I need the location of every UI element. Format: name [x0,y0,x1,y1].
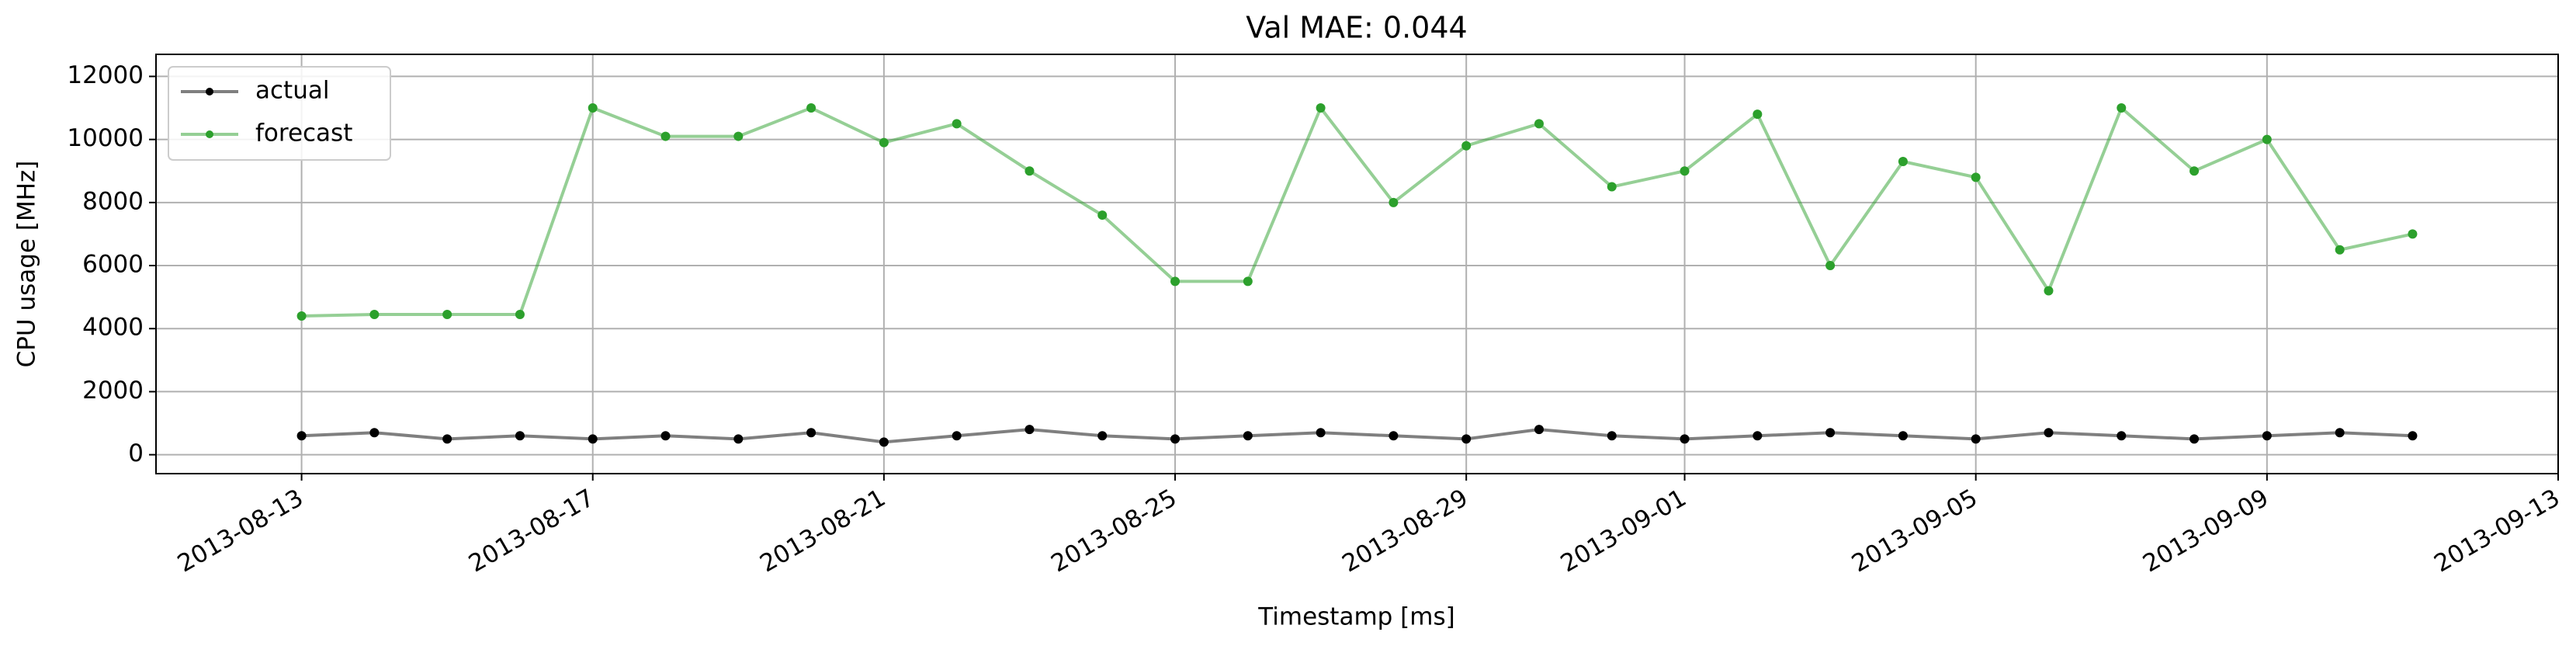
legend: actual forecast [168,66,391,161]
series-point [296,431,307,441]
series-point [2117,103,2127,113]
series-point [2408,229,2418,239]
series-point [1461,434,1472,444]
legend-label: actual [255,77,329,105]
series-point [1243,431,1253,441]
series-point [296,311,307,321]
series-point [1097,210,1108,221]
series-point [442,434,452,444]
series-point [1971,434,1981,444]
series-point [952,119,962,129]
series-point [1461,141,1472,151]
series-line [301,428,2413,444]
series-point [2189,434,2200,444]
series-point [2335,428,2345,438]
series-point [1680,166,1690,176]
series-point [879,437,889,447]
series-point [1753,431,1763,441]
series-point [1389,197,1399,207]
legend-marker [206,88,213,96]
series-point [1243,276,1253,287]
y-axis-label: CPU usage [MHz] [13,161,41,368]
legend-marker [206,130,213,138]
series-point [1534,119,1544,129]
series-point [1898,157,1908,167]
y-tick-label: 2000 [82,377,144,405]
series-point [588,103,598,113]
series-point [1170,276,1181,287]
series-point [1389,431,1399,441]
x-axis-label: Timestamp [ms] [1257,603,1454,631]
y-tick-label: 8000 [82,187,144,215]
series-point [2117,431,2127,441]
series-line [301,105,2413,318]
series-point [2262,431,2272,441]
plot-frame [155,54,2559,474]
series-point [1825,428,1836,438]
series-point [806,103,816,113]
series-point [515,309,525,319]
series-point [442,309,452,319]
y-tick-label: 0 [128,439,144,467]
y-tick-label: 10000 [67,124,144,152]
series-point [1971,172,1981,182]
series-point [588,434,598,444]
series-point [1025,425,1035,435]
series-point [1316,428,1326,438]
series-point [879,137,889,148]
series-point [733,434,744,444]
legend-label: forecast [255,120,352,148]
series-point [660,131,671,141]
series-point [1607,431,1617,441]
series-point [2262,134,2272,144]
series-point [369,309,380,319]
y-tick-label: 12000 [67,61,144,89]
y-tick-label: 4000 [82,314,144,342]
series-point [733,131,744,141]
series-point [2335,245,2345,255]
series-point [2044,428,2054,438]
series-point [2189,166,2200,176]
series-point [1534,425,1544,435]
series-point [1316,103,1326,113]
series-point [660,431,671,441]
series-point [1753,109,1763,120]
series-point [369,428,380,438]
series-point [1097,431,1108,441]
series-point [1680,434,1690,444]
series-point [1607,182,1617,192]
series-point [952,431,962,441]
series-point [2408,431,2418,441]
chart-title: Val MAE: 0.044 [1246,11,1467,45]
series-point [1898,431,1908,441]
series-point [1025,166,1035,176]
series-point [1825,261,1836,271]
series-point [806,428,816,438]
series-point [2044,286,2054,296]
y-tick-label: 6000 [82,251,144,279]
series-point [1170,434,1181,444]
series-point [515,431,525,441]
